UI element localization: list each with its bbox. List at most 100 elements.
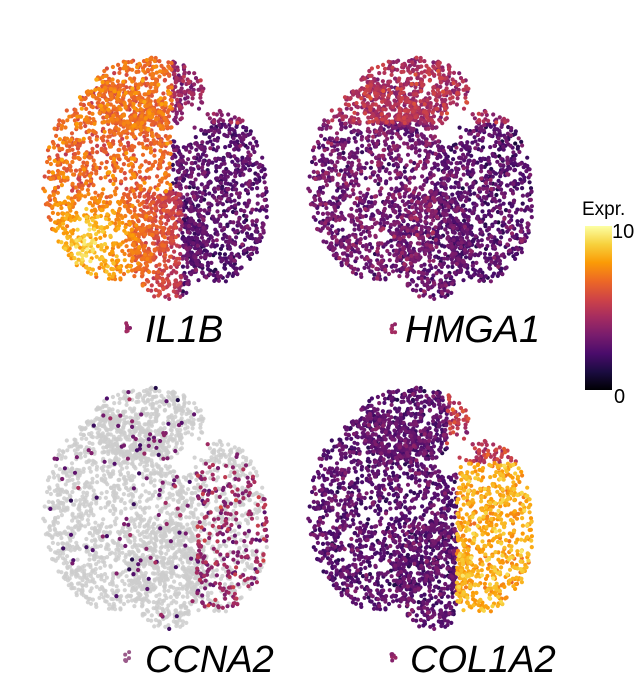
cell-point: [395, 214, 400, 220]
cell-point: [439, 144, 444, 149]
cell-point: [457, 231, 462, 236]
cell-point: [512, 157, 517, 162]
cell-point: [105, 212, 110, 217]
cell-point: [394, 176, 399, 181]
cell-point: [65, 224, 70, 229]
cell-point: [317, 196, 322, 202]
cell-point: [65, 175, 70, 180]
cell-point: [210, 142, 215, 147]
cell-point: [394, 268, 400, 273]
cell-point: [131, 242, 136, 247]
cell-point: [137, 165, 143, 170]
cell-point: [104, 159, 109, 165]
cell-point: [94, 165, 99, 170]
cell-point: [190, 235, 195, 240]
cell-point: [161, 278, 166, 283]
cell-point: [260, 155, 265, 160]
cell-point: [177, 104, 182, 109]
cell-point: [163, 263, 168, 268]
cell-point: [143, 104, 148, 109]
cell-point: [240, 118, 245, 123]
cell-point: [173, 84, 178, 89]
cell-point: [184, 257, 189, 262]
cell-point: [138, 107, 143, 112]
cell-point: [159, 271, 164, 276]
cell-point: [132, 106, 137, 111]
cell-point: [70, 159, 75, 165]
cell-point: [207, 135, 212, 140]
cell-point: [182, 273, 187, 278]
cell-point: [387, 171, 392, 176]
cell-point: [115, 117, 120, 122]
cell-point: [479, 238, 484, 243]
panel-il1b: IL1B: [41, 55, 269, 351]
cell-point: [211, 111, 216, 116]
cell-point: [517, 149, 522, 155]
cell-point: [245, 189, 250, 194]
cell-point: [181, 79, 186, 84]
cell-point: [91, 117, 96, 122]
cell-point: [363, 176, 368, 181]
cell-point: [499, 181, 504, 186]
cell-point: [496, 184, 501, 190]
cell-point: [471, 159, 476, 164]
cell-point: [342, 156, 347, 162]
cell-point: [216, 278, 221, 283]
cell-point: [106, 107, 111, 112]
cell-point: [184, 161, 189, 166]
cell-point: [187, 90, 192, 95]
cell-point: [184, 147, 189, 152]
cell-point: [166, 195, 171, 200]
cell-point: [145, 256, 150, 262]
cell-point: [475, 142, 480, 147]
cell-point: [146, 246, 151, 251]
cell-point: [158, 159, 163, 164]
cell-point: [89, 208, 94, 213]
cell-point: [80, 248, 85, 253]
cell-point: [117, 66, 123, 71]
cell-point: [391, 269, 396, 274]
cell-point: [195, 186, 200, 191]
cell-point: [173, 278, 178, 283]
cell-point: [170, 162, 175, 167]
cell-point: [195, 227, 200, 233]
cell-point: [489, 193, 494, 198]
cell-point: [121, 79, 126, 84]
cell-point: [520, 201, 525, 206]
cell-point: [94, 232, 99, 237]
cell-point: [423, 248, 428, 253]
cell-point: [59, 183, 64, 188]
cell-point: [91, 223, 96, 228]
cell-point: [514, 186, 520, 191]
cell-point: [226, 243, 231, 248]
cell-point: [383, 168, 388, 174]
cell-point: [182, 89, 187, 94]
cell-point: [116, 258, 121, 263]
cell-point: [42, 174, 47, 179]
cell-point: [198, 248, 203, 253]
cell-point: [236, 116, 242, 121]
cell-point: [82, 241, 87, 246]
cell-point: [132, 174, 137, 179]
cell-point: [226, 112, 231, 117]
cell-point: [128, 210, 133, 215]
cell-point: [353, 139, 358, 144]
cell-point: [133, 194, 138, 200]
cell-point: [175, 169, 180, 174]
cell-point: [411, 279, 416, 284]
cell-point: [317, 145, 322, 150]
cell-point: [78, 193, 83, 198]
cell-point: [142, 99, 147, 105]
cell-point: [220, 257, 225, 263]
cell-point: [433, 254, 438, 259]
cell-point: [254, 250, 259, 255]
cell-point: [127, 221, 132, 226]
cell-point: [69, 238, 74, 243]
cell-point: [245, 234, 250, 239]
cell-point: [234, 124, 239, 129]
cell-point: [72, 140, 78, 145]
cell-point: [502, 194, 507, 199]
cell-point: [225, 174, 230, 179]
cell-point: [104, 98, 109, 103]
cell-point: [148, 141, 153, 146]
